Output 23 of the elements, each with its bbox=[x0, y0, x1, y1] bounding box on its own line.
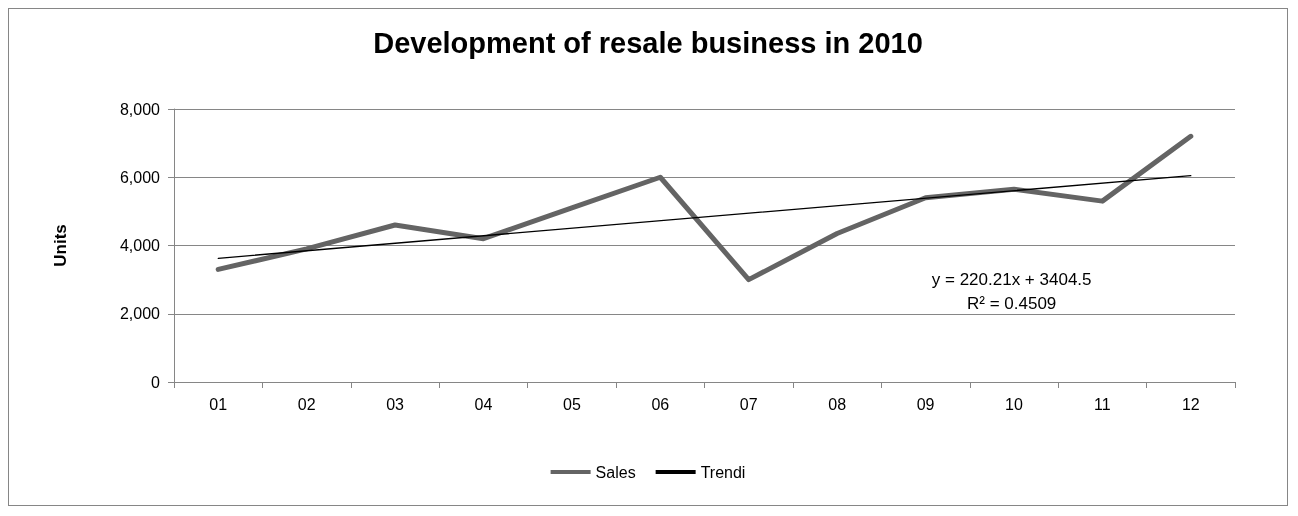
x-tick-label: 02 bbox=[297, 395, 316, 413]
annotation: R² = 0.4509 bbox=[966, 294, 1057, 313]
legend-label: Trendi bbox=[700, 463, 746, 481]
x-tick-label: 01 bbox=[209, 395, 228, 413]
x-tick-label: 12 bbox=[1181, 395, 1200, 413]
x-tick-label: 04 bbox=[474, 395, 493, 413]
y-tick-label: 0 bbox=[151, 373, 161, 391]
x-tick-label: 09 bbox=[916, 395, 935, 413]
legend-label: Sales bbox=[595, 463, 636, 481]
x-tick-label: 08 bbox=[828, 395, 847, 413]
x-tick-label: 03 bbox=[386, 395, 405, 413]
x-tick-label: 06 bbox=[651, 395, 670, 413]
x-tick-label: 07 bbox=[739, 395, 758, 413]
y-tick-label: 6,000 bbox=[119, 168, 161, 186]
annotation: y = 220.21x + 3404.5 bbox=[931, 270, 1092, 289]
y-tick-label: 8,000 bbox=[119, 100, 161, 118]
y-axis-title: Units bbox=[51, 224, 70, 267]
y-tick-label: 4,000 bbox=[119, 237, 161, 254]
x-tick-label: 10 bbox=[1005, 395, 1023, 413]
chart-title: Development of resale business in 2010 bbox=[373, 26, 923, 59]
x-tick-label: 11 bbox=[1094, 395, 1111, 413]
x-tick-label: 05 bbox=[562, 395, 581, 413]
y-tick-label: 2,000 bbox=[119, 305, 161, 323]
